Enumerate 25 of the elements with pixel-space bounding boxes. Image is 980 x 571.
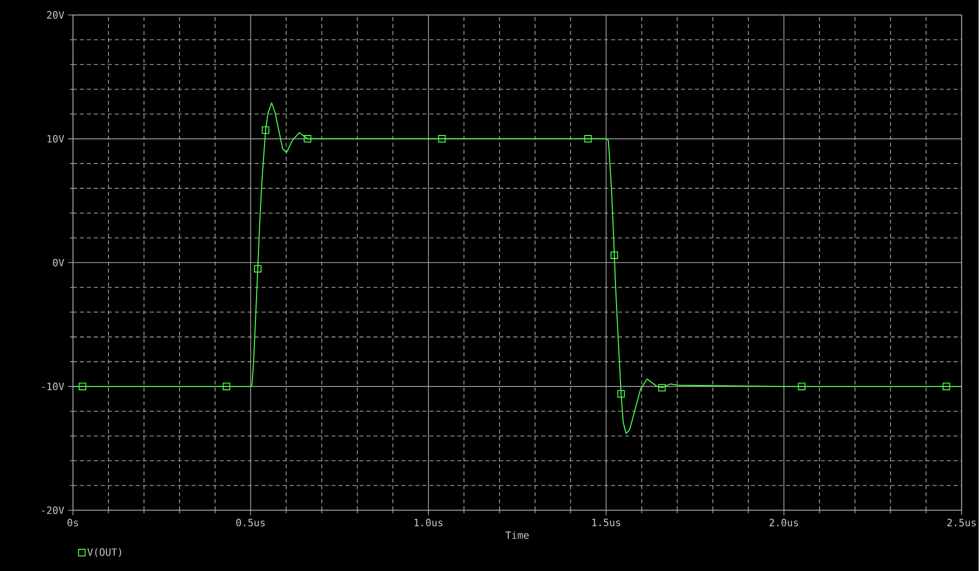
point bbox=[262, 126, 270, 134]
point bbox=[584, 134, 592, 142]
y-tick-label: 0V bbox=[52, 258, 64, 266]
y-tick-label: 20V bbox=[47, 11, 64, 19]
point bbox=[78, 382, 86, 390]
point bbox=[222, 382, 230, 390]
x-tick-label: 2.0us bbox=[770, 518, 798, 526]
point bbox=[942, 382, 950, 390]
point bbox=[438, 134, 446, 142]
x-tick-label: 0.5us bbox=[236, 518, 265, 526]
point bbox=[304, 134, 312, 142]
point bbox=[610, 251, 618, 259]
y-tick-label: 10V bbox=[48, 134, 64, 142]
point bbox=[798, 382, 806, 390]
x-tick-label: 2.5us bbox=[947, 518, 976, 526]
point bbox=[254, 264, 262, 272]
x-tick-label: 1.0us bbox=[414, 518, 442, 526]
x-tick-label: 0s bbox=[68, 518, 78, 526]
y-tick-label: -10V bbox=[42, 382, 64, 390]
x-axis-title: Time bbox=[505, 531, 529, 539]
point bbox=[617, 390, 625, 398]
point bbox=[658, 384, 666, 392]
y-tick-label: -20V bbox=[42, 506, 64, 514]
legend-label: V(OUT) bbox=[87, 548, 122, 557]
x-tick-label: 1.5us bbox=[592, 518, 620, 526]
